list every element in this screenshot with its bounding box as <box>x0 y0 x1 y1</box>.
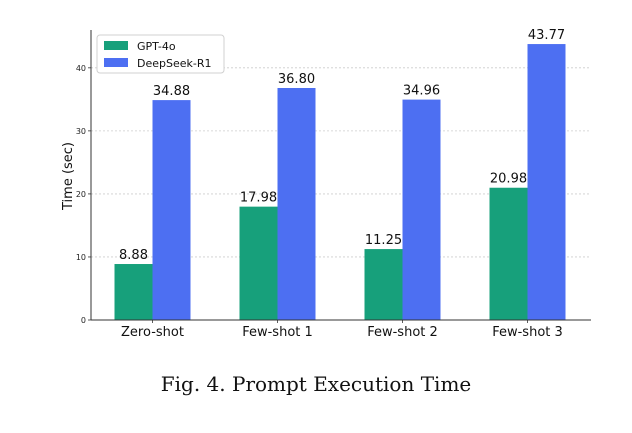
data-label: 20.98 <box>490 172 527 187</box>
data-label: 17.98 <box>240 191 277 206</box>
x-tick-label: Few-shot 3 <box>492 325 563 340</box>
bar-gpt-4o <box>489 187 528 320</box>
x-tick-label: Few-shot 2 <box>367 325 438 340</box>
bar-deepseek-r1 <box>277 88 316 320</box>
legend-swatch <box>104 58 128 67</box>
data-label: 43.77 <box>528 28 565 43</box>
bar-deepseek-r1 <box>527 44 566 321</box>
bar-gpt-4o <box>364 249 403 320</box>
x-tick-label: Few-shot 1 <box>242 325 313 340</box>
legend-box <box>96 34 225 74</box>
data-label: 34.88 <box>153 84 190 99</box>
data-label: 36.80 <box>278 72 315 87</box>
y-tick-label: 30 <box>76 127 86 136</box>
legend-swatch <box>104 41 128 50</box>
bar-deepseek-r1 <box>152 100 191 321</box>
bar-deepseek-r1 <box>402 99 441 320</box>
legend: GPT-4o DeepSeek-R1 <box>96 34 225 74</box>
data-label: 11.25 <box>365 233 402 248</box>
y-tick-label: 0 <box>81 316 86 325</box>
bars <box>114 44 566 321</box>
bar-gpt-4o <box>239 206 278 320</box>
x-tick-label: Zero-shot <box>121 325 184 340</box>
data-label: 34.96 <box>403 84 440 99</box>
bar-gpt-4o <box>114 264 153 320</box>
y-axis-label: Time (sec) <box>61 142 76 211</box>
legend-label: GPT-4o <box>137 40 176 53</box>
y-tick-label: 20 <box>76 190 86 199</box>
figure-caption: Fig. 4. Prompt Execution Time <box>160 372 472 396</box>
legend-label: DeepSeek-R1 <box>137 57 212 70</box>
y-tick-label: 10 <box>76 253 86 262</box>
data-labels: 8.88 34.88 17.98 36.80 11.25 34.96 20.98 43.77 <box>119 28 565 263</box>
data-label: 8.88 <box>119 248 148 263</box>
y-tick-label: 40 <box>76 64 86 73</box>
bar-chart: 8.8834.8817.9836.8011.2534.9620.9843.77 … <box>61 28 591 340</box>
axes: 0 10 20 30 40 Zero-shot Few-shot 1 Few-shot 2 Fe… <box>76 30 591 340</box>
